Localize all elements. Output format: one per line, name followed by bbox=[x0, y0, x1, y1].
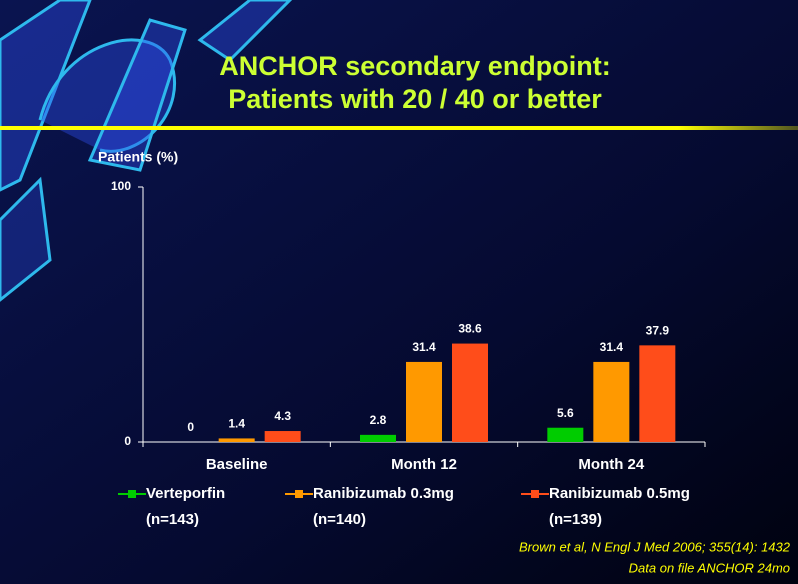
value-label: 0 bbox=[187, 420, 194, 434]
legend-label: Ranibizumab 0.3mg bbox=[313, 485, 454, 502]
value-label: 2.8 bbox=[370, 413, 387, 427]
value-label: 38.6 bbox=[458, 322, 482, 336]
value-label: 31.4 bbox=[412, 340, 436, 354]
source: Data on file ANCHOR 24mo bbox=[629, 560, 790, 575]
legend-note: (n=140) bbox=[313, 511, 366, 528]
bar bbox=[264, 431, 301, 442]
value-label: 4.3 bbox=[274, 409, 291, 423]
watermark bbox=[0, 0, 293, 302]
value-label: 1.4 bbox=[228, 417, 245, 431]
title-line: Patients with 20 / 40 or better bbox=[228, 84, 602, 114]
value-label: 31.4 bbox=[600, 340, 624, 354]
value-label: 5.6 bbox=[557, 406, 574, 420]
legend-marker bbox=[531, 490, 539, 498]
x-tick-label: Baseline bbox=[206, 456, 268, 473]
y-tick-label: 0 bbox=[124, 434, 131, 448]
source: Brown et al, N Engl J Med 2006; 355(14):… bbox=[519, 539, 791, 554]
legend-marker bbox=[295, 490, 303, 498]
bar bbox=[452, 343, 488, 442]
bar bbox=[547, 427, 584, 442]
value-label: 37.9 bbox=[646, 324, 670, 338]
bar bbox=[406, 361, 442, 442]
bar bbox=[593, 361, 630, 442]
x-tick-label: Month 24 bbox=[578, 456, 644, 473]
bar bbox=[639, 345, 676, 442]
y-tick-label: 100 bbox=[111, 179, 131, 193]
x-tick-label: Month 12 bbox=[391, 456, 457, 473]
bar bbox=[360, 434, 396, 442]
bar bbox=[218, 438, 255, 442]
legend-note: (n=143) bbox=[146, 511, 199, 528]
legend-note: (n=139) bbox=[549, 511, 602, 528]
legend-label: Ranibizumab 0.5mg bbox=[549, 485, 690, 502]
y-axis-label: Patients (%) bbox=[98, 149, 178, 165]
title-rule bbox=[0, 126, 798, 130]
title-line: ANCHOR secondary endpoint: bbox=[219, 51, 611, 81]
legend-marker bbox=[128, 490, 136, 498]
legend-label: Verteporfin bbox=[146, 485, 225, 502]
